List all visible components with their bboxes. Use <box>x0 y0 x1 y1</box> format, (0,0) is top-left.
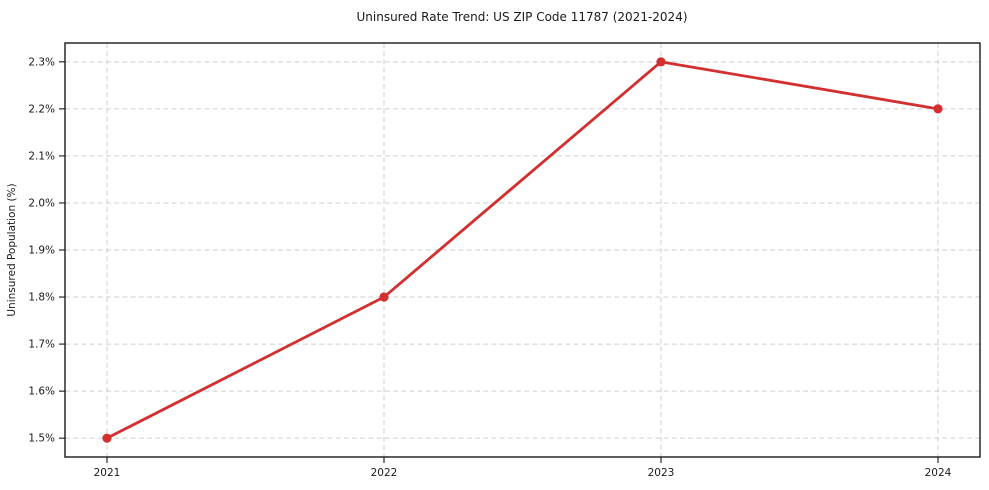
trend-line <box>105 60 940 440</box>
y-axis-label: Uninsured Population (%) <box>6 183 18 316</box>
plot-area: 1.5% 1.6% 1.7% 1.8% 1.9% 2.0% 2.1% 2.2% 2.3% 2021… <box>28 42 981 479</box>
data-point <box>656 57 666 67</box>
y-tick-label: 1.9% <box>28 245 55 257</box>
data-point <box>933 104 943 114</box>
y-tick-label: 2.0% <box>28 197 55 209</box>
y-tick-label: 1.6% <box>28 386 55 398</box>
y-tick-label: 2.3% <box>28 56 55 68</box>
chart-title: Uninsured Rate Trend: US ZIP Code 11787 … <box>356 10 687 24</box>
y-tick-label: 1.5% <box>28 433 55 445</box>
y-tick-label: 2.1% <box>28 150 55 162</box>
x-tick-label: 2022 <box>371 467 398 479</box>
x-tick-label: 2023 <box>648 467 675 479</box>
data-point <box>102 433 112 443</box>
x-tick-label: 2021 <box>94 467 121 479</box>
x-tick-label: 2024 <box>925 467 952 479</box>
y-tick-label: 2.2% <box>28 103 55 115</box>
y-tick-label: 1.8% <box>28 292 55 304</box>
data-point <box>379 292 389 302</box>
plot-border <box>64 42 981 458</box>
y-tick-label: 1.7% <box>28 339 55 351</box>
